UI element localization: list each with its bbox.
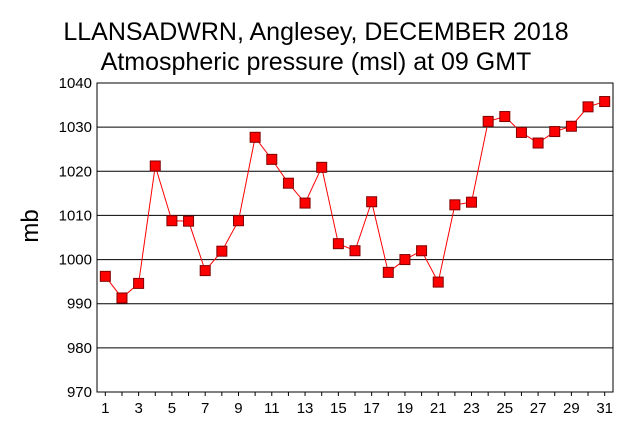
y-tick-label: 970: [67, 384, 92, 401]
data-point: [299, 197, 311, 209]
x-tick-label: 11: [264, 400, 280, 417]
y-tick-label: 1010: [59, 207, 92, 224]
chart-title: LLANSADWRN, Anglesey, DECEMBER 2018: [63, 18, 568, 46]
x-tick-label: 13: [297, 400, 314, 417]
data-point: [149, 160, 161, 172]
data-point: [349, 245, 361, 257]
data-point: [466, 196, 478, 208]
data-point: [249, 131, 261, 143]
data-point: [432, 276, 444, 288]
y-tick-labels: 970 980 990 1000 1010 1020 1030 1040: [59, 75, 92, 401]
x-tick-label: 23: [463, 400, 480, 417]
data-point: [515, 126, 527, 138]
series-pressure: [99, 96, 611, 304]
data-point: [232, 215, 244, 227]
x-tick-label: 19: [397, 400, 414, 417]
x-tick-label: 15: [330, 400, 347, 417]
data-point: [332, 238, 344, 250]
y-tick-label: 990: [67, 296, 92, 313]
y-tick-label: 1040: [59, 75, 92, 92]
data-point: [565, 120, 577, 132]
data-point: [216, 245, 228, 257]
x-tick-label: 27: [530, 400, 547, 417]
data-point: [549, 126, 561, 138]
data-point: [599, 96, 611, 108]
data-point: [499, 111, 511, 123]
x-tick-label: 3: [134, 400, 142, 417]
data-point: [266, 153, 278, 165]
series-line: [104, 101, 605, 299]
x-tick-label: 1: [101, 400, 109, 417]
data-point: [166, 215, 178, 227]
plot-frame: [96, 82, 614, 393]
x-tick-label: 31: [596, 400, 613, 417]
data-point: [133, 277, 145, 289]
x-tick-label: 9: [234, 400, 242, 417]
x-tick-label: 5: [168, 400, 176, 417]
data-point: [399, 254, 411, 266]
y-tick-label: 980: [67, 340, 92, 357]
data-point: [582, 101, 594, 113]
data-point: [183, 215, 195, 227]
y-axis-label: mb: [17, 209, 44, 242]
y-tick-label: 1030: [59, 119, 92, 136]
gridlines: [96, 82, 614, 396]
data-point: [416, 245, 428, 257]
x-tick-label: 25: [496, 400, 513, 417]
x-tick-label: 17: [363, 400, 380, 417]
x-tick-label: 29: [563, 400, 580, 417]
x-tick-label: 7: [201, 400, 209, 417]
data-point: [532, 137, 544, 149]
data-point: [482, 115, 494, 127]
data-point: [199, 265, 211, 277]
chart-subtitle: Atmospheric pressure (msl) at 09 GMT: [101, 48, 532, 76]
y-tick-label: 1020: [59, 163, 92, 180]
data-point: [382, 266, 394, 278]
data-point: [366, 196, 378, 208]
data-point: [449, 199, 461, 211]
data-point: [282, 177, 294, 189]
data-point: [116, 292, 128, 304]
data-point: [99, 270, 111, 282]
data-point: [316, 161, 328, 173]
y-tick-label: 1000: [59, 252, 92, 269]
x-tick-labels: 1 3 5 7 9 11 13 15 17 19 21 23 25 27 29 31: [101, 400, 613, 417]
x-tick-label: 21: [430, 400, 447, 417]
